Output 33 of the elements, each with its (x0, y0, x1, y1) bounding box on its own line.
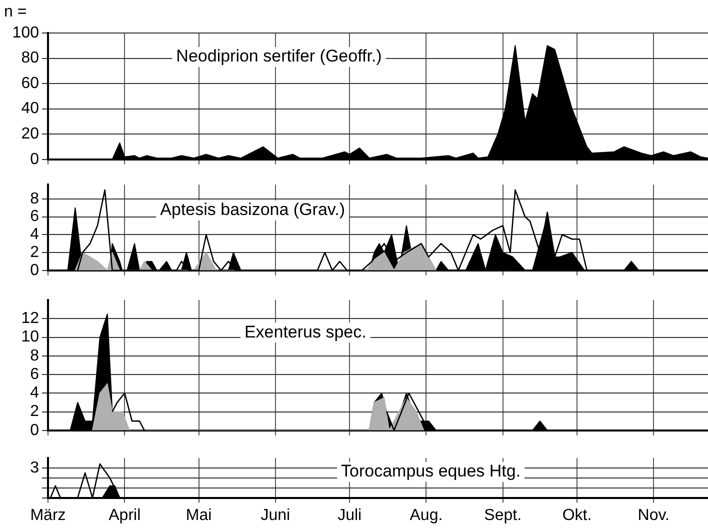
y-tick-label: 4 (30, 384, 40, 402)
y-tick-label: 40 (21, 100, 40, 118)
y-tick-label: 2 (30, 244, 40, 261)
y-tick-label: 6 (30, 366, 40, 383)
x-tick-label: Juli (338, 506, 362, 524)
x-tick-label: April (108, 506, 141, 524)
text: Aptesis basizona (Grav.) (160, 200, 346, 220)
y-tick-label: 4 (30, 226, 40, 244)
y-axis-title: n = (4, 3, 27, 20)
x-tick-label: Aug. (410, 506, 443, 524)
text: Exenterus spec. (244, 322, 366, 342)
x-tick-label: Sept. (484, 506, 522, 524)
y-tick-label: 12 (21, 310, 40, 328)
y-tick-label: 10 (21, 328, 40, 346)
x-tick-label: Mai (186, 506, 212, 524)
chart-title: Torocampus eques Htg. (341, 462, 521, 481)
y-tick-label: 0 (30, 150, 40, 168)
y-tick-label: 100 (12, 24, 40, 42)
x-tick-label: März (30, 506, 66, 524)
text: Neodiprion sertifer (Geoffr.) (176, 46, 382, 66)
x-tick-label: Juni (260, 506, 290, 524)
y-tick-label: 8 (30, 347, 40, 364)
y-tick-label: 8 (30, 190, 40, 208)
y-tick-label: 80 (21, 50, 40, 67)
y-tick-label: 20 (21, 126, 40, 143)
y-tick-label: 0 (30, 262, 40, 279)
y-tick-label: 2 (30, 403, 40, 420)
y-tick-label: 6 (30, 208, 40, 226)
x-tick-label: Okt. (562, 506, 592, 524)
y-tick-label: 3 (30, 459, 40, 476)
x-tick-label: Nov. (638, 506, 670, 524)
y-tick-label: 0 (30, 422, 40, 439)
y-tick-label: 60 (21, 74, 40, 92)
